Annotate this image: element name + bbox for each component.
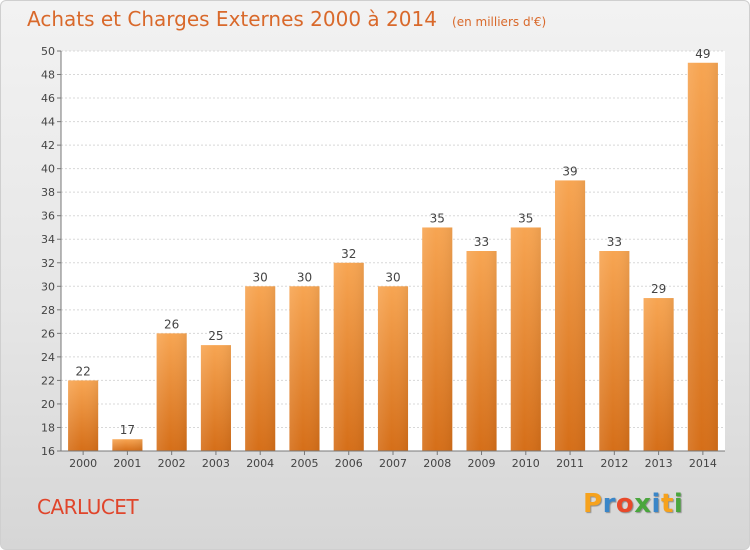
bar-shine	[643, 298, 674, 451]
y-tick-label: 38	[41, 186, 55, 199]
data-label: 17	[120, 423, 135, 437]
bar-shine	[510, 227, 541, 451]
data-label: 39	[562, 164, 577, 178]
data-label: 25	[208, 329, 223, 343]
data-label: 30	[385, 270, 400, 284]
logo-letter: t	[660, 489, 674, 519]
y-tick-label: 30	[41, 280, 55, 293]
y-tick-label: 48	[41, 69, 55, 82]
x-tick-label: 2013	[645, 457, 673, 470]
y-tick-label: 40	[41, 163, 55, 176]
x-tick-label: 2000	[69, 457, 97, 470]
y-tick-label: 36	[41, 210, 55, 223]
bar-shine	[599, 251, 630, 451]
y-tick-label: 32	[41, 257, 55, 270]
data-label: 22	[75, 364, 90, 378]
bar-shine	[112, 439, 143, 451]
data-label: 30	[297, 270, 312, 284]
x-tick-label: 2003	[202, 457, 230, 470]
axes: 16 18 20 22 24 26 28 30 32 34 36 38 40 42 44 46 48 50 2000…	[41, 45, 725, 470]
data-label: 29	[651, 282, 666, 296]
x-tick-label: 2004	[246, 457, 274, 470]
logo-letter: r	[602, 489, 616, 519]
data-label: 33	[474, 235, 489, 249]
bar-shine	[156, 333, 187, 451]
logo-letter: o	[615, 489, 635, 519]
y-tick-label: 18	[41, 421, 55, 434]
bar-shine	[555, 180, 586, 452]
bar-shine	[68, 380, 99, 451]
data-label: 33	[607, 235, 622, 249]
title-row: Achats et Charges Externes 2000 à 2014 (…	[27, 7, 546, 31]
y-tick-label: 16	[41, 445, 55, 458]
x-tick-label: 2001	[113, 457, 141, 470]
bar-shine	[333, 262, 364, 451]
x-tick-label: 2014	[689, 457, 717, 470]
commune-name: CARLUCET	[37, 495, 139, 519]
data-label: 30	[253, 270, 268, 284]
x-tick-label: 2006	[335, 457, 363, 470]
chart-title: Achats et Charges Externes 2000 à 2014	[27, 7, 437, 31]
x-tick-label: 2010	[512, 457, 540, 470]
y-tick-label: 46	[41, 92, 55, 105]
logo-letter: P	[583, 489, 603, 519]
x-tick-label: 2005	[290, 457, 318, 470]
bar-shine	[687, 62, 718, 451]
bar-shine	[200, 345, 231, 451]
bar-shine	[422, 227, 453, 451]
y-tick-label: 42	[41, 139, 55, 152]
y-tick-label: 22	[41, 374, 55, 387]
bar-shine	[377, 286, 409, 451]
proxiti-logo: Proxiti	[583, 489, 683, 519]
chart-subtitle: (en milliers d'€)	[452, 15, 547, 29]
bar-shine	[466, 251, 497, 451]
y-tick-label: 24	[41, 351, 55, 364]
data-label: 49	[695, 47, 710, 61]
bar-shine	[245, 286, 276, 451]
x-tick-label: 2009	[468, 457, 496, 470]
x-tick-label: 2008	[423, 457, 451, 470]
y-tick-label: 50	[41, 45, 55, 58]
bar-shine	[289, 286, 320, 451]
data-label: 32	[341, 247, 356, 261]
y-tick-label: 26	[41, 327, 55, 340]
y-tick-label: 44	[41, 116, 55, 129]
bars: 22 17 26 25 30 30 32 30 35 33 35 39 33 29 49	[68, 47, 718, 452]
y-tick-label: 28	[41, 304, 55, 317]
logo-letter: i	[651, 489, 661, 519]
y-tick-label: 20	[41, 398, 55, 411]
x-tick-label: 2012	[600, 457, 628, 470]
data-label: 35	[518, 211, 533, 225]
y-tick-label: 34	[41, 233, 55, 246]
x-tick-label: 2011	[556, 457, 584, 470]
data-label: 35	[430, 211, 445, 225]
logo-letter: x	[634, 489, 652, 519]
x-tick-label: 2002	[158, 457, 186, 470]
logo-letter: i	[673, 489, 684, 519]
data-label: 26	[164, 317, 179, 331]
x-tick-label: 2007	[379, 457, 407, 470]
